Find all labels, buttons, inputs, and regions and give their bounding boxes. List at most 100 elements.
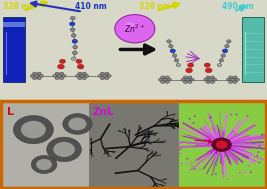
Text: L: L bbox=[7, 107, 14, 117]
Circle shape bbox=[258, 162, 260, 163]
Text: 320 nm: 320 nm bbox=[3, 2, 34, 11]
Circle shape bbox=[72, 40, 77, 43]
Bar bbox=[0, 0, 267, 100]
Circle shape bbox=[189, 118, 191, 120]
Circle shape bbox=[36, 159, 52, 170]
Circle shape bbox=[55, 72, 59, 75]
Circle shape bbox=[215, 173, 217, 175]
Circle shape bbox=[58, 64, 64, 69]
Circle shape bbox=[189, 162, 191, 164]
Circle shape bbox=[256, 155, 258, 156]
Circle shape bbox=[208, 78, 212, 81]
Circle shape bbox=[209, 117, 211, 119]
Circle shape bbox=[239, 172, 241, 174]
Circle shape bbox=[233, 76, 237, 79]
Circle shape bbox=[226, 78, 230, 81]
Circle shape bbox=[247, 165, 249, 167]
Circle shape bbox=[188, 76, 192, 79]
Circle shape bbox=[186, 68, 193, 73]
Circle shape bbox=[57, 74, 61, 77]
Circle shape bbox=[221, 54, 225, 57]
Circle shape bbox=[161, 76, 165, 79]
Circle shape bbox=[243, 172, 245, 174]
Circle shape bbox=[78, 77, 82, 80]
FancyBboxPatch shape bbox=[242, 17, 264, 81]
Circle shape bbox=[180, 135, 183, 137]
Text: 410 nm: 410 nm bbox=[75, 2, 107, 11]
Circle shape bbox=[210, 76, 214, 79]
Circle shape bbox=[68, 118, 87, 130]
Circle shape bbox=[35, 74, 39, 77]
Circle shape bbox=[245, 170, 247, 172]
Ellipse shape bbox=[125, 22, 134, 27]
Circle shape bbox=[190, 123, 192, 125]
Circle shape bbox=[206, 81, 210, 83]
Circle shape bbox=[71, 34, 76, 37]
Circle shape bbox=[231, 78, 235, 81]
Circle shape bbox=[105, 77, 109, 80]
Circle shape bbox=[194, 115, 196, 117]
Circle shape bbox=[70, 22, 75, 26]
Circle shape bbox=[204, 63, 210, 67]
Circle shape bbox=[105, 72, 109, 75]
Bar bbox=[89, 101, 179, 188]
Circle shape bbox=[226, 178, 228, 180]
Bar bbox=[179, 101, 266, 188]
Circle shape bbox=[103, 74, 107, 77]
Circle shape bbox=[158, 78, 163, 81]
Circle shape bbox=[181, 78, 185, 81]
Circle shape bbox=[33, 77, 37, 80]
Circle shape bbox=[13, 115, 53, 144]
Bar bbox=[3, 22, 25, 27]
Circle shape bbox=[206, 76, 210, 79]
Circle shape bbox=[161, 81, 165, 83]
Circle shape bbox=[62, 74, 66, 77]
Circle shape bbox=[84, 74, 89, 77]
Circle shape bbox=[225, 45, 229, 48]
Circle shape bbox=[37, 77, 41, 80]
Circle shape bbox=[262, 140, 264, 142]
Circle shape bbox=[72, 51, 77, 55]
Circle shape bbox=[219, 59, 223, 62]
Circle shape bbox=[261, 134, 263, 135]
Circle shape bbox=[171, 49, 175, 53]
Circle shape bbox=[167, 78, 171, 81]
Circle shape bbox=[222, 49, 228, 53]
Circle shape bbox=[60, 59, 65, 64]
Text: $Zn^{2+}$: $Zn^{2+}$ bbox=[124, 22, 145, 35]
Circle shape bbox=[179, 149, 181, 150]
Circle shape bbox=[204, 78, 208, 81]
Circle shape bbox=[229, 81, 233, 83]
Circle shape bbox=[213, 78, 217, 81]
Circle shape bbox=[190, 78, 194, 81]
Circle shape bbox=[100, 72, 104, 75]
Circle shape bbox=[82, 72, 86, 75]
FancyBboxPatch shape bbox=[3, 17, 25, 81]
Circle shape bbox=[78, 72, 82, 75]
Circle shape bbox=[179, 153, 181, 154]
Circle shape bbox=[172, 54, 177, 57]
Circle shape bbox=[107, 74, 111, 77]
Circle shape bbox=[169, 45, 173, 48]
Circle shape bbox=[186, 158, 189, 160]
Circle shape bbox=[163, 78, 167, 81]
Circle shape bbox=[98, 74, 102, 77]
Circle shape bbox=[76, 59, 82, 64]
Circle shape bbox=[211, 138, 232, 152]
Circle shape bbox=[70, 16, 75, 20]
Circle shape bbox=[225, 116, 227, 118]
Circle shape bbox=[188, 63, 194, 67]
Circle shape bbox=[188, 81, 192, 83]
Circle shape bbox=[63, 114, 92, 134]
Circle shape bbox=[165, 81, 169, 83]
Circle shape bbox=[55, 77, 59, 80]
Circle shape bbox=[77, 64, 84, 69]
Circle shape bbox=[262, 149, 264, 150]
Circle shape bbox=[184, 162, 186, 164]
Circle shape bbox=[210, 81, 214, 83]
Circle shape bbox=[71, 57, 76, 60]
Circle shape bbox=[33, 72, 37, 75]
Circle shape bbox=[195, 166, 197, 168]
Circle shape bbox=[82, 77, 86, 80]
Circle shape bbox=[210, 116, 212, 118]
